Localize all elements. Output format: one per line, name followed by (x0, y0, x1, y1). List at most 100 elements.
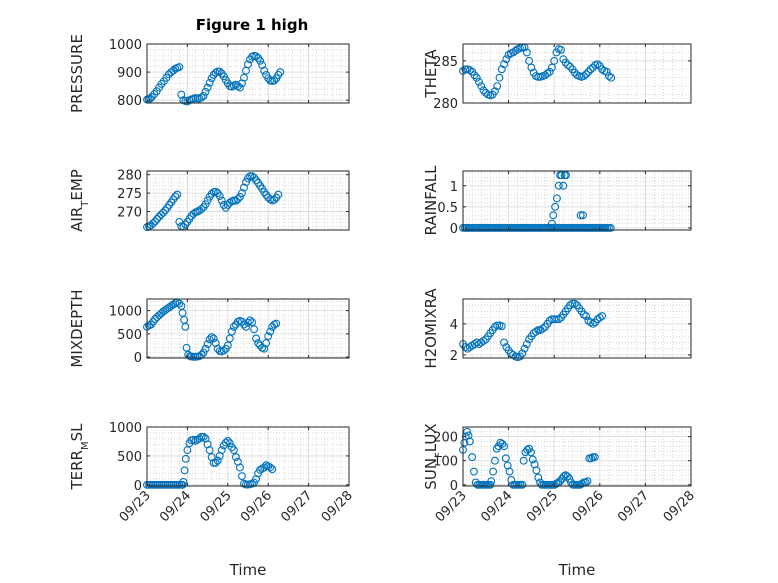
y-tick-label: 200 (433, 431, 458, 446)
y-tick-label: 270 (117, 206, 142, 221)
data-point (518, 349, 527, 358)
data-points (143, 51, 285, 106)
data-points (459, 299, 607, 362)
data-point (240, 320, 248, 329)
data-point (505, 467, 514, 476)
data-point (179, 478, 188, 486)
data-point (274, 190, 283, 199)
data-point (248, 318, 256, 327)
y-tick-label: 1000 (109, 421, 142, 436)
data-point (492, 444, 501, 453)
data-point (477, 82, 486, 91)
data-point (593, 60, 602, 69)
y-axis-label: PRESSURE (68, 34, 86, 113)
data-point (586, 318, 595, 327)
data-point (563, 472, 572, 481)
data-point (256, 465, 265, 474)
data-point (479, 336, 488, 345)
data-point (171, 192, 180, 201)
data-point (566, 62, 575, 71)
data-point (167, 480, 176, 489)
y-tick-label: 1000 (109, 305, 142, 320)
data-point (155, 212, 164, 221)
data-point (153, 480, 162, 489)
x-tick-label: 09/25 (198, 488, 235, 525)
subplot-mixdepth: 0 500 1000 MIXDEPTH (68, 289, 350, 368)
data-point (252, 334, 261, 343)
plot-area (463, 171, 691, 230)
data-point (262, 461, 271, 470)
axes-box (146, 43, 350, 104)
x-tick-label: 09/28 (319, 488, 356, 525)
data-point (465, 66, 474, 75)
data-point (161, 480, 170, 489)
data-point (219, 346, 228, 355)
data-point (268, 465, 277, 474)
data-point (217, 446, 226, 455)
data-point (151, 480, 160, 489)
data-point (486, 480, 495, 489)
data-point (532, 466, 541, 475)
data-point (495, 73, 504, 82)
data-point (149, 219, 158, 228)
data-point (607, 73, 616, 82)
axes-box (462, 43, 692, 104)
y-axis-label: THETA (422, 49, 440, 99)
data-point (221, 438, 230, 447)
x-tick-label: 09/27 (615, 488, 652, 525)
data-point (472, 73, 481, 82)
data-point (606, 223, 615, 232)
data-point (181, 220, 190, 229)
y-tick-label: 4 (450, 318, 458, 333)
data-point (270, 195, 279, 204)
data-point (590, 453, 599, 462)
data-point (209, 458, 218, 467)
data-point (511, 46, 520, 55)
y-axis-label: TERRMSL (68, 423, 91, 491)
data-point (244, 60, 252, 69)
data-point (547, 219, 556, 228)
data-point (543, 69, 552, 78)
data-point (175, 63, 184, 71)
data-point (159, 208, 168, 217)
data-point (258, 61, 267, 70)
data-point (207, 333, 216, 342)
data-point (157, 210, 166, 219)
data-point (487, 477, 496, 486)
data-point (197, 432, 206, 441)
data-point (579, 72, 588, 80)
axes-box (462, 426, 692, 487)
data-point (173, 190, 182, 199)
data-point (252, 176, 261, 185)
data-point (181, 454, 190, 463)
data-point (161, 206, 170, 215)
data-point (163, 480, 172, 489)
subplot-air_temp: 270 275 280 AIRTEMP (68, 169, 350, 232)
data-point (189, 352, 198, 361)
data-point (497, 322, 506, 331)
data-point (497, 65, 506, 74)
data-point (199, 92, 208, 100)
y-tick-label: 800 (117, 94, 142, 109)
data-point (526, 448, 535, 457)
data-point (240, 183, 248, 192)
data-point (213, 456, 222, 465)
y-axis-label: SUNFLUX (422, 423, 445, 489)
data-point (250, 173, 259, 182)
data-point (177, 90, 186, 99)
data-points (459, 427, 599, 489)
data-point (167, 302, 176, 310)
data-point (554, 181, 563, 190)
data-point (557, 45, 565, 54)
y-tick-label: 0 (134, 479, 142, 494)
data-point (552, 194, 561, 203)
data-point (201, 87, 210, 96)
data-point (552, 315, 561, 324)
data-point (595, 313, 604, 322)
data-point (191, 436, 200, 445)
data-point (534, 326, 543, 335)
data-point (578, 211, 587, 220)
data-point (469, 467, 478, 476)
